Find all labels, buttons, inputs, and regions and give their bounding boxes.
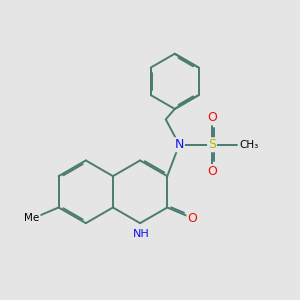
Text: O: O [207, 165, 217, 178]
Text: O: O [207, 111, 217, 124]
Text: NH: NH [133, 229, 150, 238]
Text: Me: Me [24, 213, 40, 224]
Text: N: N [175, 138, 184, 151]
Text: CH₃: CH₃ [239, 140, 258, 150]
Text: S: S [208, 138, 216, 151]
Text: O: O [188, 212, 197, 225]
